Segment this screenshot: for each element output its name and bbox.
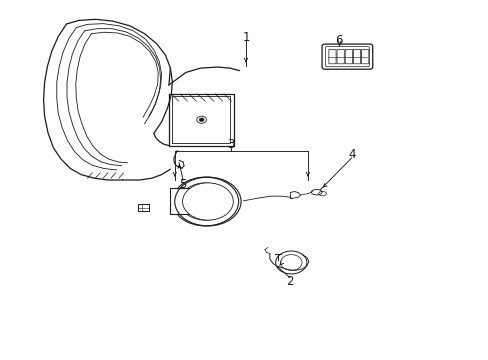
Bar (169, 188, 206, 214)
Text: 5: 5 (179, 178, 186, 191)
Circle shape (199, 118, 203, 122)
Circle shape (182, 183, 233, 220)
Bar (138, 204, 149, 211)
Text: 3: 3 (227, 138, 234, 150)
Text: 6: 6 (334, 34, 342, 48)
Text: 2: 2 (285, 275, 293, 288)
Text: 4: 4 (347, 148, 355, 161)
Text: 1: 1 (242, 31, 249, 44)
FancyBboxPatch shape (322, 44, 372, 69)
